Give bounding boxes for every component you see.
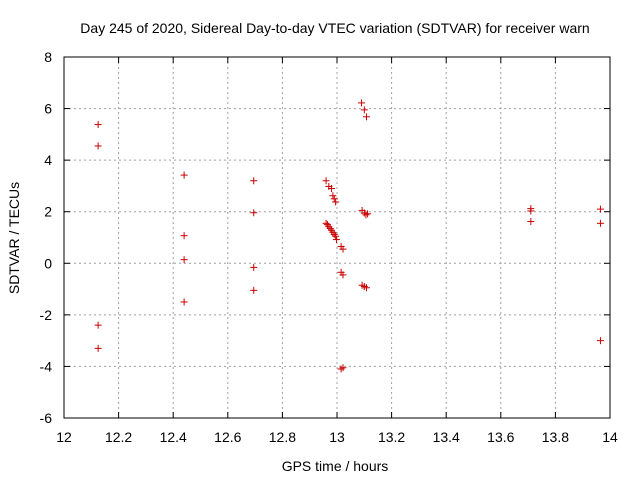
data-point-marker <box>325 223 333 231</box>
data-point-marker <box>94 121 102 129</box>
grid <box>64 57 610 418</box>
data-point-marker <box>322 177 330 185</box>
y-tick-label: 0 <box>44 255 52 271</box>
x-tick-label: 13.6 <box>487 429 514 445</box>
x-tick-label: 12.4 <box>160 429 187 445</box>
data-point-marker <box>596 205 604 213</box>
data-point-marker <box>339 271 347 279</box>
data-point-marker <box>180 298 188 306</box>
data-point-marker <box>328 185 336 193</box>
y-tick-label: -2 <box>40 307 53 323</box>
x-tick-label: 13.8 <box>542 429 569 445</box>
x-tick-label: 13 <box>329 429 345 445</box>
plot-frame <box>63 56 611 419</box>
data-point-marker <box>94 344 102 352</box>
data-point-marker <box>94 321 102 329</box>
y-tick-label: 4 <box>44 152 52 168</box>
x-tick-label: 14 <box>602 429 618 445</box>
y-axis-ticks: -6 -4 -2 0 2 4 6 8 <box>40 49 610 426</box>
x-axis-label: GPS time / hours <box>282 458 389 474</box>
data-point-marker <box>527 207 535 215</box>
data-point-marker <box>332 236 340 244</box>
y-tick-label: 6 <box>44 101 52 117</box>
data-point-marker <box>596 337 604 345</box>
data-point-marker <box>358 99 366 107</box>
data-point-marker <box>180 256 188 264</box>
y-tick-label: -6 <box>40 410 53 426</box>
data-points <box>94 99 604 373</box>
x-tick-label: 13.2 <box>378 429 405 445</box>
x-axis-ticks: 12 12.2 12.4 12.6 12.8 13 13.2 13.4 13.6 13.8 14 <box>56 57 618 445</box>
x-tick-label: 13.4 <box>433 429 460 445</box>
y-tick-label: 2 <box>44 204 52 220</box>
data-point-marker <box>362 284 370 292</box>
data-point-marker <box>332 232 340 240</box>
data-point-marker <box>360 209 368 217</box>
x-tick-label: 12.6 <box>214 429 241 445</box>
y-tick-label: -4 <box>40 358 53 374</box>
data-point-marker <box>339 245 347 253</box>
x-tick-label: 12.8 <box>269 429 296 445</box>
data-point-marker <box>596 219 604 227</box>
data-point-marker <box>250 286 258 294</box>
x-tick-label: 12.2 <box>105 429 132 445</box>
data-point-marker <box>250 209 258 217</box>
data-point-marker <box>360 106 368 114</box>
data-point-marker <box>329 192 337 200</box>
data-point-marker <box>330 195 338 203</box>
data-point-marker <box>364 210 372 218</box>
x-tick-label: 12 <box>56 429 72 445</box>
data-point-marker <box>339 364 347 372</box>
y-tick-label: 8 <box>44 49 52 65</box>
data-point-marker <box>250 263 258 271</box>
data-point-marker <box>330 230 338 238</box>
data-point-marker <box>180 171 188 179</box>
data-point-marker <box>94 142 102 150</box>
data-point-marker <box>527 218 535 226</box>
data-point-marker <box>332 198 340 206</box>
data-point-marker <box>362 113 370 121</box>
data-point-marker <box>362 211 370 219</box>
y-axis-label: SDTVAR / TECUs <box>6 182 22 294</box>
data-point-marker <box>250 177 258 185</box>
chart-title: Day 245 of 2020, Sidereal Day-to-day VTE… <box>80 20 589 36</box>
data-point-marker <box>337 365 345 373</box>
data-point-marker <box>326 224 334 232</box>
data-point-marker <box>180 232 188 240</box>
